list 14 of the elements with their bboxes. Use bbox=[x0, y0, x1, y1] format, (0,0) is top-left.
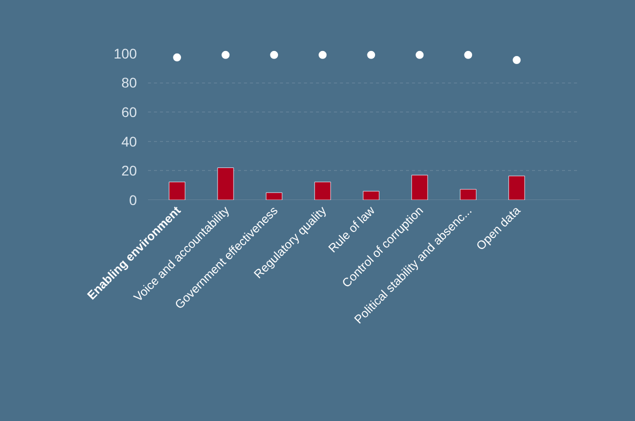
y-tick-label: 60 bbox=[121, 104, 138, 120]
bar bbox=[314, 182, 331, 200]
bar bbox=[508, 176, 525, 200]
bar bbox=[266, 192, 282, 200]
y-tick-label: 40 bbox=[121, 133, 138, 150]
bar bbox=[217, 167, 234, 200]
y-tick-label: 80 bbox=[121, 74, 138, 91]
bar bbox=[362, 190, 380, 200]
bar bbox=[460, 189, 476, 200]
y-tick-label: 100 bbox=[114, 45, 138, 62]
y-tick-label: 0 bbox=[129, 192, 138, 208]
y-tick-label: 20 bbox=[121, 162, 138, 179]
bar bbox=[168, 182, 186, 200]
bar bbox=[411, 174, 428, 200]
